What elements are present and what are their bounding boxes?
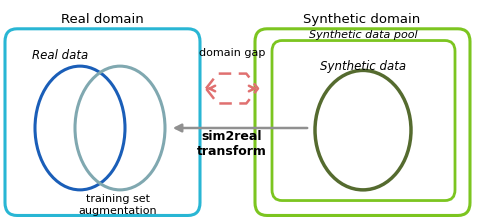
Text: domain gap: domain gap	[199, 48, 265, 58]
Text: Real data: Real data	[32, 49, 88, 62]
Text: Synthetic data pool: Synthetic data pool	[309, 30, 417, 40]
Text: transform: transform	[197, 145, 267, 158]
Text: Synthetic domain: Synthetic domain	[303, 13, 420, 26]
Text: Synthetic data: Synthetic data	[320, 60, 406, 73]
Text: sim2real: sim2real	[202, 130, 262, 143]
Text: Real domain: Real domain	[60, 13, 144, 26]
Text: training set
augmentation: training set augmentation	[79, 194, 157, 215]
